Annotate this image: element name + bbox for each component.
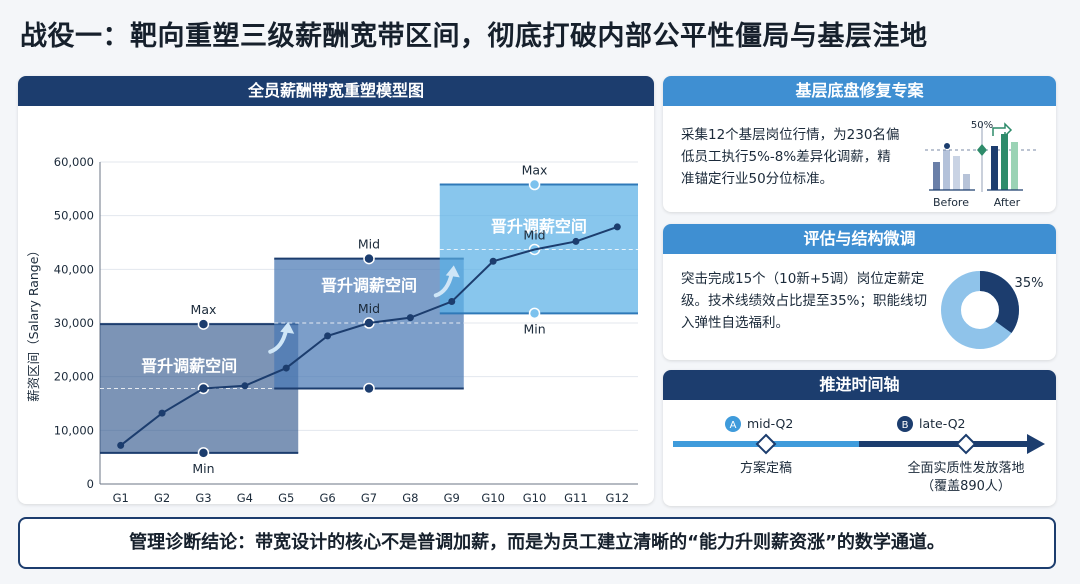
milestone-b-desc: 全面实质性发放落地 (907, 460, 1024, 476)
band-min-point (528, 307, 541, 320)
x-tick-label: G10 (481, 491, 505, 504)
promotion-arrow-icon (268, 327, 289, 354)
salary-band-chart: 0 10,000 20,000 30,000 40,000 50,000 60,000 晋升调… (26, 155, 638, 504)
milestone-b-badge (897, 416, 913, 432)
timeline-track-dark (859, 441, 1029, 447)
series-point (282, 364, 290, 372)
band-label: 晋升调薪空间 (321, 276, 417, 295)
x-tick-label: G10 (523, 491, 547, 504)
y-tick-label: 0 (87, 477, 94, 491)
promotion-arrowhead (280, 321, 295, 334)
after-bar (1011, 142, 1018, 190)
x-tick-label: G6 (319, 491, 335, 504)
band-max-label: Max (191, 302, 217, 317)
percentile-label: 50% (971, 120, 993, 131)
x-tick-label: G12 (606, 491, 630, 504)
band-min-label: Min (523, 321, 545, 336)
x-tick-label: G5 (278, 491, 294, 504)
y-tick-label: 50,000 (54, 209, 94, 223)
series-point (613, 223, 621, 231)
x-tick-label: G4 (237, 491, 253, 504)
milestone-a-desc: 方案定稿 (740, 460, 792, 476)
before-label: Before (933, 196, 969, 209)
y-tick-label: 20,000 (54, 370, 94, 384)
milestone-a-label: mid-Q2 (747, 416, 793, 431)
before-bar (933, 162, 940, 190)
promotion-arrow-icon (433, 271, 454, 298)
repair-panel-header: 基层底盘修复专案 (663, 76, 1056, 106)
conclusion-bar: 管理诊断结论：带宽设计的核心不是普调加薪，而是为员工建立清晰的“能力升则薪资涨”… (18, 517, 1056, 569)
milestone-a-diamond (755, 433, 777, 455)
before-dot (944, 143, 950, 149)
band-max-point (528, 178, 541, 191)
band-max-label: Max (522, 163, 548, 178)
milestone-a-badge-letter: A (730, 420, 737, 431)
before-after-icon: 50% Before After (925, 120, 1039, 209)
series-point (117, 441, 125, 449)
x-tick-label: G2 (154, 491, 170, 504)
y-tick-label: 30,000 (54, 316, 94, 330)
band-max-point (363, 252, 375, 265)
x-tick-label: G3 (195, 491, 211, 504)
x-tick-label: G8 (402, 491, 418, 504)
milestone-b-badge-letter: B (902, 420, 909, 431)
x-tick-label: G7 (361, 491, 377, 504)
chart-panel-header: 全员薪酬带宽重塑模型图 (18, 76, 654, 106)
x-tick-label: G1 (113, 491, 129, 504)
series-point (158, 409, 166, 417)
band-label: 晋升调薪空间 (491, 217, 587, 236)
series-line (120, 225, 618, 447)
donut-chart: 35% (941, 271, 1044, 349)
timeline-panel-header: 推进时间轴 (663, 370, 1056, 400)
series-point (241, 382, 249, 390)
donut-label: 35% (1015, 276, 1044, 291)
before-bar (963, 174, 970, 190)
donut-accent (941, 271, 1019, 349)
milestone-a-badge (725, 416, 741, 432)
band-min-label: Min (192, 461, 214, 476)
milestone-b-label: late-Q2 (919, 416, 965, 431)
band-max-point (197, 318, 210, 330)
promotion-arrowhead (445, 265, 460, 278)
diamond-marker (977, 144, 987, 156)
milestone-b-diamond (955, 433, 977, 455)
band-min-point (197, 447, 210, 459)
series-point (572, 237, 580, 245)
series-point (406, 314, 414, 322)
repair-panel-text: 采集12个基层岗位行情，为230名偏低员工执行5%-8%差异化调薪，精准锚定行业… (681, 127, 900, 187)
band-max-label: Mid (358, 237, 380, 252)
band-label: 晋升调薪空间 (141, 356, 237, 375)
page-title: 战役一：靶向重塑三级薪酬宽带区间，彻底打破内部公平性僵局与基层洼地 (20, 21, 928, 52)
series-point (448, 298, 456, 306)
milestone-b-desc-2: （覆盖890人） (921, 479, 1011, 494)
evaluation-panel: 评估与结构微调 突击完成15个（10新+5调）岗位定薪定级。技术线绩效占比提至3… (663, 224, 1056, 360)
y-tick-label: 40,000 (54, 262, 94, 276)
after-bar (991, 146, 998, 190)
band-mid-label: Mid (358, 301, 380, 316)
after-label: After (994, 196, 1021, 209)
timeline-panel: 推进时间轴 A mid-Q2 B late-Q2 方案定稿 全面实质性发放落地 … (663, 370, 1056, 506)
band-mid-label: Mid (523, 227, 545, 242)
salary-band-chart-panel: 全员薪酬带宽重塑模型图 0 10,000 20,000 30,000 40,000 50,… (18, 76, 654, 504)
x-tick-label: G11 (564, 491, 588, 504)
after-bar (1001, 134, 1008, 190)
y-tick-label: 60,000 (54, 155, 94, 169)
timeline-arrow-icon (1027, 434, 1045, 454)
up-arrow-icon (992, 122, 1013, 138)
y-axis-title: 薪资区间（Salary Range） (26, 244, 41, 402)
y-tick-label: 10,000 (54, 423, 94, 437)
series-point (324, 332, 332, 340)
evaluation-panel-header: 评估与结构微调 (663, 224, 1056, 254)
x-tick-label: G9 (444, 491, 460, 504)
before-bar (953, 156, 960, 190)
evaluation-panel-text: 突击完成15个（10新+5调）岗位定薪定级。技术线绩效占比提至35%；职能线切入… (681, 271, 928, 331)
band-min-point (363, 382, 375, 395)
series-point (489, 257, 497, 265)
timeline: A mid-Q2 B late-Q2 方案定稿 全面实质性发放落地 （覆盖890… (673, 416, 1045, 494)
repair-panel: 基层底盘修复专案 采集12个基层岗位行情，为230名偏低员工执行5%-8%差异化… (663, 76, 1056, 212)
before-bar (943, 150, 950, 190)
